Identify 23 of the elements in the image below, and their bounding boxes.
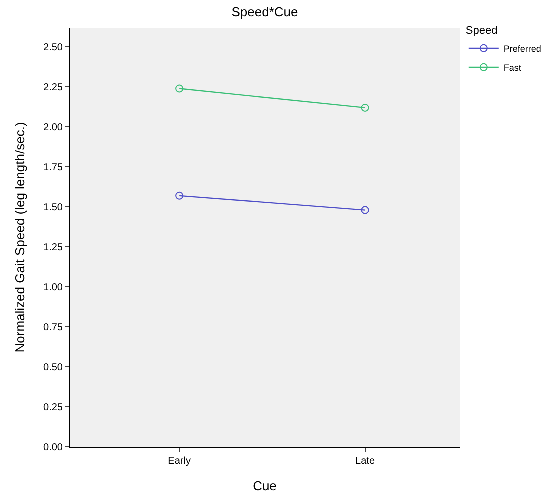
point bbox=[176, 192, 184, 200]
legend-label: Preferred bbox=[504, 44, 542, 54]
y-tick-label: 0.75 bbox=[44, 322, 64, 334]
y-tick-label: 1.25 bbox=[44, 242, 64, 254]
y-tick-label: 1.50 bbox=[44, 202, 64, 214]
x-tick-label: Early bbox=[168, 456, 191, 467]
x-tick-label: Late bbox=[356, 456, 376, 467]
y-tick-label: 2.00 bbox=[44, 122, 64, 134]
point bbox=[176, 84, 184, 93]
y-axis-title: Normalized Gait Speed (leg length/sec.) bbox=[12, 122, 28, 353]
y-tick-label: 2.50 bbox=[44, 42, 64, 54]
legend-title: Speed bbox=[466, 24, 498, 37]
legend-label: Fast bbox=[504, 62, 522, 73]
point bbox=[361, 104, 370, 112]
y-tick-label: 2.25 bbox=[44, 82, 64, 94]
y-tick-label: 1.75 bbox=[44, 162, 64, 174]
y-tick-label: 1.00 bbox=[44, 282, 64, 294]
y-tick-label: 0.25 bbox=[44, 402, 64, 414]
point bbox=[361, 206, 370, 214]
y-tick-label: 0.00 bbox=[44, 442, 64, 454]
x-axis-title: Cue bbox=[253, 478, 277, 494]
chart-title: Speed*Cue bbox=[232, 4, 298, 20]
y-tick-label: 0.50 bbox=[44, 362, 64, 374]
